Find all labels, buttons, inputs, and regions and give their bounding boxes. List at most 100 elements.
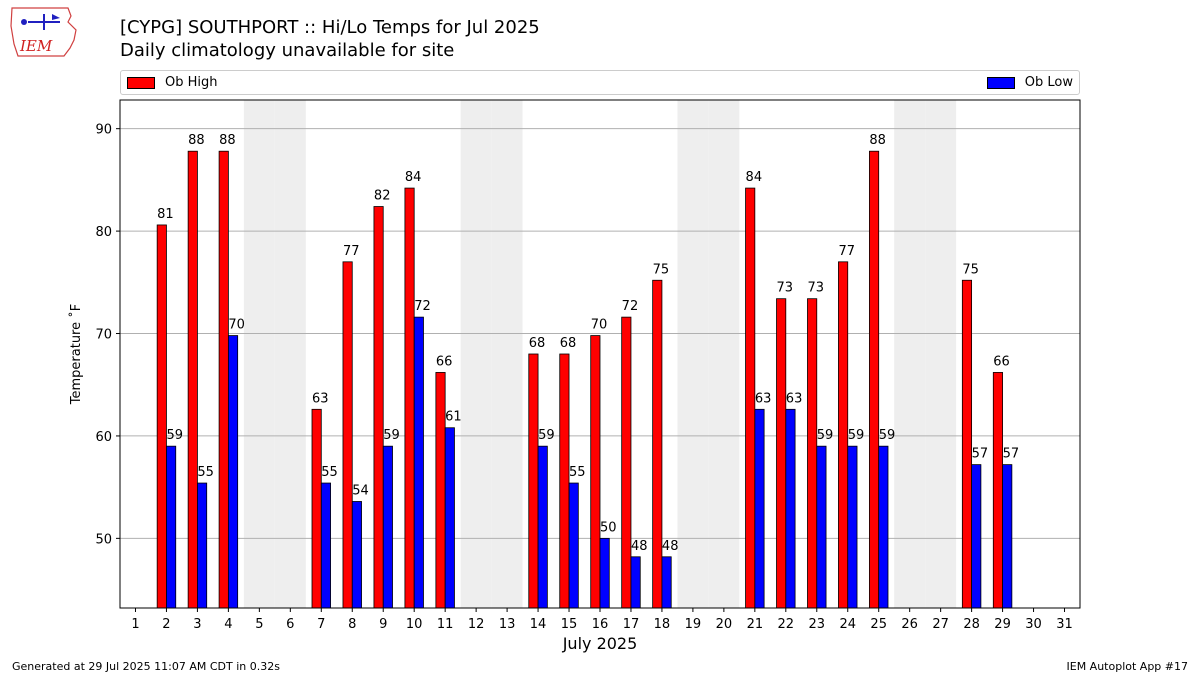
y-tick-label: 90	[95, 123, 112, 138]
high-label-25: 88	[869, 133, 886, 148]
iem-logo: IEM	[10, 7, 77, 57]
x-tick-label: 3	[193, 617, 201, 632]
weekend-band	[708, 100, 740, 608]
legend-swatch-high	[127, 76, 155, 89]
high-label-23: 73	[807, 281, 824, 296]
x-tick-label: 11	[437, 617, 454, 632]
app-credit: IEM Autoplot App #17	[1066, 660, 1189, 673]
legend-swatch-low	[986, 76, 1015, 89]
low-label-10: 72	[414, 299, 431, 314]
low-bar-2	[166, 445, 177, 609]
low-bar-9	[382, 445, 393, 609]
high-label-11: 66	[436, 354, 453, 369]
low-label-11: 61	[445, 410, 462, 425]
x-tick-label: 26	[901, 617, 918, 632]
low-label-2: 59	[166, 428, 183, 443]
high-bar-14	[528, 353, 539, 609]
low-label-24: 59	[848, 428, 865, 443]
high-label-16: 70	[591, 318, 608, 333]
low-bar-17	[630, 556, 641, 609]
high-label-10: 84	[405, 170, 422, 185]
y-axis-label: Temperature ˚F	[68, 304, 84, 405]
high-bar-2	[156, 224, 167, 609]
high-bar-3	[187, 150, 198, 609]
generated-timestamp: Generated at 29 Jul 2025 11:07 AM CDT in…	[12, 660, 280, 673]
high-bar-24	[838, 261, 849, 609]
high-bar-16	[590, 335, 601, 609]
svg-text:IEM: IEM	[19, 37, 53, 55]
x-tick-label: 19	[685, 617, 702, 632]
legend: Ob High Ob Low	[120, 70, 1080, 95]
high-bar-11	[435, 372, 446, 609]
low-bar-18	[661, 556, 672, 609]
weekend-band	[894, 100, 926, 608]
high-label-3: 88	[188, 133, 205, 148]
high-bar-4	[218, 150, 229, 609]
x-axis-label: July 2025	[562, 634, 638, 653]
low-label-3: 55	[197, 465, 214, 480]
low-bar-14	[537, 445, 548, 609]
y-tick-label: 60	[95, 430, 112, 445]
high-bar-17	[621, 316, 632, 609]
high-bar-29	[992, 372, 1003, 609]
high-bar-7	[311, 408, 322, 609]
low-label-14: 59	[538, 428, 555, 443]
low-label-21: 63	[755, 391, 772, 406]
low-label-29: 57	[1003, 447, 1020, 462]
low-bar-29	[1002, 464, 1013, 609]
low-bar-10	[413, 316, 424, 609]
weekend-band	[274, 100, 306, 608]
low-bar-7	[320, 482, 331, 609]
weekend-band	[460, 100, 492, 608]
low-bar-23	[816, 445, 827, 609]
high-label-14: 68	[529, 336, 546, 351]
x-tick-label: 23	[809, 617, 826, 632]
low-bar-3	[197, 482, 208, 609]
high-bar-22	[776, 298, 787, 609]
y-tick-label: 50	[95, 532, 112, 547]
low-label-17: 48	[631, 539, 648, 554]
high-bar-23	[807, 298, 818, 609]
x-tick-label: 1	[131, 617, 139, 632]
high-bar-25	[869, 150, 880, 609]
legend-label-low: Ob Low	[1024, 75, 1073, 90]
low-label-4: 70	[228, 318, 245, 333]
low-bar-25	[878, 445, 889, 609]
x-tick-label: 12	[468, 617, 485, 632]
weekend-band	[677, 100, 709, 608]
high-label-24: 77	[838, 244, 855, 259]
low-label-15: 55	[569, 465, 586, 480]
high-label-4: 88	[219, 133, 236, 148]
low-label-22: 63	[786, 391, 803, 406]
low-label-18: 48	[662, 539, 679, 554]
x-tick-label: 21	[747, 617, 764, 632]
legend-item-low: Ob Low	[986, 75, 1073, 90]
weekend-band	[243, 100, 275, 608]
high-label-17: 72	[622, 299, 639, 314]
low-label-9: 59	[383, 428, 400, 443]
x-tick-label: 24	[839, 617, 856, 632]
x-tick-label: 25	[870, 617, 887, 632]
x-tick-label: 29	[994, 617, 1011, 632]
low-bar-21	[754, 408, 765, 609]
low-bar-22	[785, 408, 796, 609]
low-bar-11	[444, 427, 455, 609]
high-label-9: 82	[374, 189, 391, 204]
x-tick-label: 16	[592, 617, 609, 632]
low-label-28: 57	[972, 447, 989, 462]
x-tick-label: 7	[317, 617, 325, 632]
high-bar-28	[961, 279, 973, 609]
high-label-29: 66	[993, 354, 1010, 369]
y-tick-label: 70	[95, 328, 112, 343]
low-label-16: 50	[600, 520, 617, 535]
y-tick-label: 80	[95, 225, 112, 240]
high-bar-10	[404, 187, 415, 609]
weekend-band	[491, 100, 523, 608]
x-tick-label: 30	[1025, 617, 1042, 632]
high-label-21: 84	[746, 170, 763, 185]
x-tick-label: 27	[932, 617, 949, 632]
low-label-7: 55	[321, 465, 338, 480]
high-label-15: 68	[560, 336, 577, 351]
high-label-7: 63	[312, 391, 329, 406]
low-label-8: 54	[352, 483, 369, 498]
